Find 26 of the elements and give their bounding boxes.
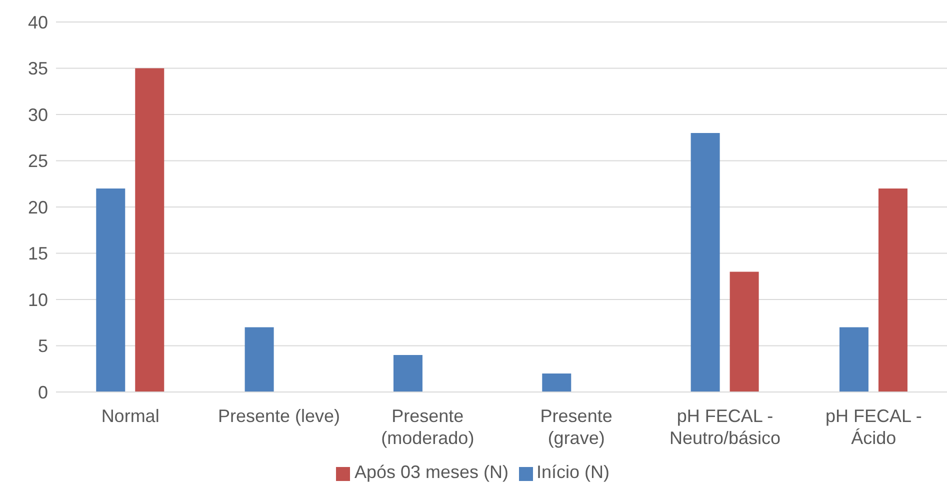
bar [730, 272, 759, 392]
x-tick-label: Presente (moderado) [381, 406, 474, 448]
x-tick-label: Presente (grave) [540, 406, 612, 448]
y-tick-label: 30 [28, 104, 48, 125]
y-tick-label: 40 [28, 12, 48, 32]
bar [244, 327, 274, 392]
bar [839, 327, 868, 392]
legend-label: Após 03 meses (N) [354, 462, 509, 482]
bar [393, 355, 422, 392]
x-tick-label: pH FECAL - Ácido [825, 406, 922, 448]
y-tick-label: 15 [28, 244, 48, 264]
bar [690, 133, 720, 392]
x-tick-label: Normal [101, 406, 160, 426]
bar [96, 188, 126, 392]
y-tick-label: 5 [38, 336, 48, 356]
bar [878, 188, 908, 392]
y-tick-label: 35 [28, 58, 48, 79]
y-tick-label: 10 [28, 290, 48, 310]
y-tick-label: 0 [38, 382, 48, 402]
x-tick-label: Presente (leve) [218, 406, 340, 426]
legend-label: Início (N) [536, 462, 610, 482]
y-tick-label: 20 [28, 197, 48, 218]
y-tick-label: 25 [28, 151, 48, 172]
x-tick-label: pH FECAL - Neutro/básico [669, 406, 781, 448]
bar [542, 374, 572, 392]
bar [135, 68, 164, 392]
